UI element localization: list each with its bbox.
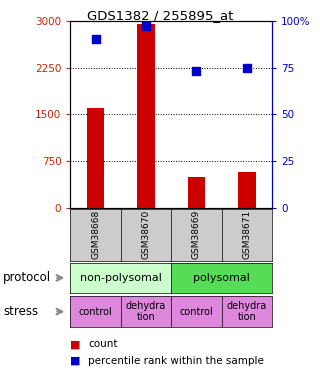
- Text: GDS1382 / 255895_at: GDS1382 / 255895_at: [87, 9, 233, 22]
- Bar: [238, 172, 256, 208]
- Text: dehydra
tion: dehydra tion: [227, 301, 267, 322]
- Text: GSM38671: GSM38671: [242, 210, 251, 260]
- Text: percentile rank within the sample: percentile rank within the sample: [88, 356, 264, 366]
- Text: control: control: [79, 307, 112, 316]
- Text: count: count: [88, 339, 117, 349]
- Text: GSM38669: GSM38669: [192, 210, 201, 260]
- Text: stress: stress: [3, 305, 38, 318]
- Bar: [137, 24, 155, 208]
- Text: dehydra
tion: dehydra tion: [126, 301, 166, 322]
- Text: control: control: [180, 307, 213, 316]
- Text: ■: ■: [70, 339, 81, 349]
- Point: [143, 23, 148, 29]
- Point: [244, 64, 249, 70]
- Text: polysomal: polysomal: [193, 273, 250, 283]
- Text: protocol: protocol: [3, 272, 51, 284]
- Bar: [188, 177, 205, 208]
- Text: non-polysomal: non-polysomal: [80, 273, 162, 283]
- Bar: [87, 108, 104, 208]
- Text: GSM38668: GSM38668: [91, 210, 100, 260]
- Point: [194, 68, 199, 74]
- Text: ■: ■: [70, 356, 81, 366]
- Point: [93, 36, 98, 42]
- Text: GSM38670: GSM38670: [141, 210, 150, 260]
